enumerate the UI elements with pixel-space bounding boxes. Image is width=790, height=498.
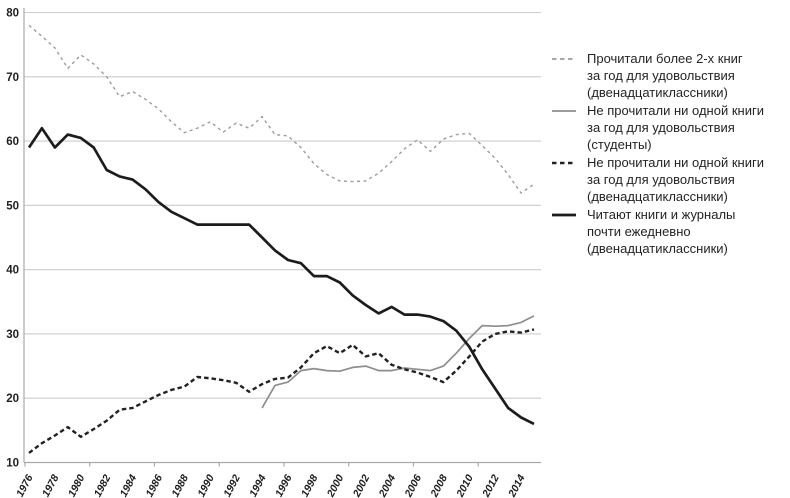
legend-label-line: (двенадцатиклассники) <box>587 189 728 204</box>
legend-item-no-books-12th-graders: Не прочитали ни одной книги за год для уд… <box>552 154 788 205</box>
x-axis-label-1992: 1992 <box>221 473 243 498</box>
x-axis-label-1990: 1990 <box>195 473 217 498</box>
legend-marker-dashed-line-icon <box>552 58 576 60</box>
legend-label-line: Не прочитали ни одной книги <box>587 103 764 118</box>
legend-label-line: (студенты) <box>587 137 652 152</box>
y-axis-label-40: 40 <box>6 265 19 277</box>
y-axis-label-10: 10 <box>6 458 19 470</box>
legend-label: Не прочитали ни одной книги за год для уд… <box>587 154 764 205</box>
x-axis-label-2012: 2012 <box>480 473 502 498</box>
legend-marker-dashed-line-icon <box>552 161 576 165</box>
x-axis-label-2002: 2002 <box>350 473 372 498</box>
y-axis-label-30: 30 <box>6 329 19 341</box>
x-axis-label-1996: 1996 <box>273 473 295 498</box>
x-axis-label-1988: 1988 <box>169 473 191 498</box>
x-axis-label-2010: 2010 <box>454 473 476 498</box>
legend-label-line: почти ежедневно <box>587 224 691 239</box>
legend-label: Не прочитали ни одной книги за год для уд… <box>587 102 764 153</box>
legend-item-no-books-students: Не прочитали ни одной книги за год для уд… <box>552 102 788 153</box>
x-axis-label-1986: 1986 <box>144 473 166 498</box>
x-axis-label-2014: 2014 <box>506 473 528 498</box>
y-axis-label-70: 70 <box>6 72 19 84</box>
x-axis-label-1998: 1998 <box>299 473 321 498</box>
legend-item-read-daily-12th-graders: Читают книги и журналы почти ежедневно (дв… <box>552 206 788 257</box>
y-axis-label-20: 20 <box>6 393 19 405</box>
legend-label-line: Читают книги и журналы <box>587 207 736 222</box>
x-axis-label-1984: 1984 <box>118 473 140 498</box>
series-line-no-books-12th-graders <box>28 328 535 454</box>
y-axis-label-60: 60 <box>6 136 19 148</box>
legend-label: Прочитали более 2-х книг за год для удово… <box>587 50 743 101</box>
x-axis-label-1994: 1994 <box>247 473 269 498</box>
series-line-read-more-than-2-books <box>28 24 535 194</box>
x-axis-label-2006: 2006 <box>402 473 424 498</box>
legend-label: Читают книги и журналы почти ежедневно (дв… <box>587 206 735 257</box>
legend-label-line: (двенадцатиклассники) <box>587 85 728 100</box>
legend-item-read-more-than-2-books: Прочитали более 2-х книг за год для удово… <box>552 50 788 101</box>
x-axis-label-2000: 2000 <box>324 473 346 498</box>
x-axis-label-1978: 1978 <box>40 473 62 498</box>
line-chart: 10 20 30 40 50 60 70 80 1976 1978 1980 1982 1984 1986… <box>6 8 541 498</box>
x-axis-label-1982: 1982 <box>92 473 114 498</box>
legend-label-line: за год для удовольствия <box>587 172 735 187</box>
legend-label-line: Не прочитали ни одной книги <box>587 155 764 170</box>
series-line-read-daily-12th-graders <box>27 126 535 426</box>
chart-legend: Прочитали более 2-х книг за год для удово… <box>552 50 788 258</box>
legend-label-line: Прочитали более 2-х книг <box>587 51 743 66</box>
x-axis-label-1976: 1976 <box>14 473 36 498</box>
legend-label-line: за год для удовольствия <box>587 120 735 135</box>
legend-label-line: за год для удовольствия <box>587 68 735 83</box>
series-line-no-books-students <box>261 315 535 409</box>
x-axis-label-2008: 2008 <box>428 473 450 498</box>
x-axis-label-2004: 2004 <box>376 473 398 498</box>
legend-label-line: (двенадцатиклассники) <box>587 241 728 256</box>
y-axis-label-50: 50 <box>6 200 19 212</box>
legend-marker-solid-line-icon <box>552 213 576 217</box>
legend-marker-solid-line-icon <box>552 110 576 112</box>
x-axis-label-1980: 1980 <box>66 473 88 498</box>
y-axis-label-80: 80 <box>6 8 19 20</box>
